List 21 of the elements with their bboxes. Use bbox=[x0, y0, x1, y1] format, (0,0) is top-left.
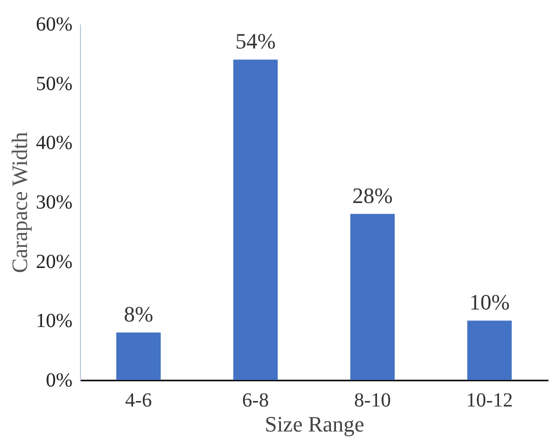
bar bbox=[233, 60, 278, 380]
y-tick-label: 10% bbox=[36, 310, 72, 332]
x-tick-label: 8-10 bbox=[354, 390, 391, 412]
data-label: 8% bbox=[124, 302, 154, 327]
y-axis-title: Carapace Width bbox=[6, 132, 32, 274]
x-tick-label: 6-8 bbox=[242, 390, 269, 412]
x-tick-label: 4-6 bbox=[125, 390, 152, 412]
y-tick-label: 20% bbox=[36, 250, 72, 273]
bar bbox=[350, 214, 395, 380]
data-label: 28% bbox=[352, 182, 393, 208]
data-label: 10% bbox=[469, 290, 510, 315]
bar bbox=[116, 332, 161, 380]
x-tick-label: 10-12 bbox=[466, 390, 513, 412]
data-label: 54% bbox=[235, 28, 276, 54]
y-tick-label: 60% bbox=[36, 14, 72, 36]
y-tick-label: 0% bbox=[46, 370, 72, 392]
bar bbox=[467, 320, 512, 380]
y-tick-label: 30% bbox=[36, 192, 72, 214]
y-tick-label: 50% bbox=[36, 72, 72, 95]
y-tick-label: 40% bbox=[36, 132, 72, 154]
x-axis-title: Size Range bbox=[264, 412, 364, 436]
